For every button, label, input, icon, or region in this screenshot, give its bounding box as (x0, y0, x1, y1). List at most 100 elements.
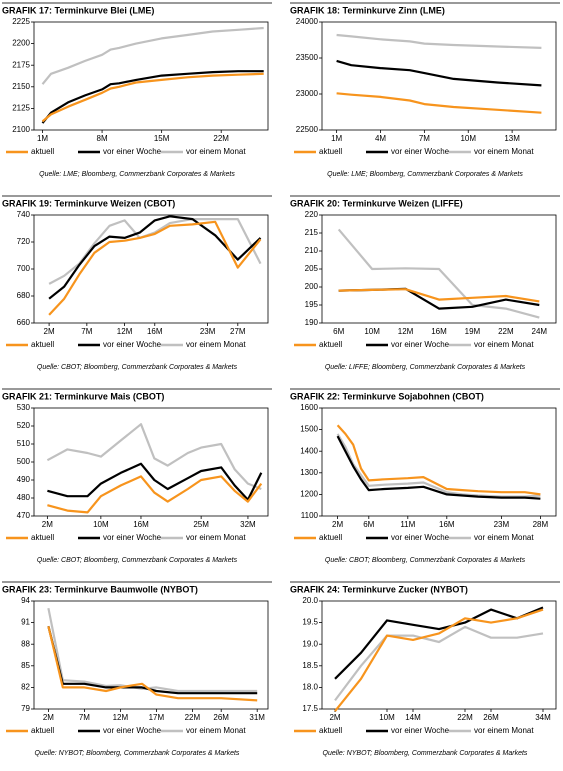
x-tick-label: 2M (44, 327, 55, 336)
x-tick-label: 24M (532, 327, 548, 336)
y-tick-label: 82 (21, 683, 30, 692)
series-line (47, 625, 258, 702)
legend-label: vor einem Monat (186, 533, 246, 542)
y-tick-label: 24000 (296, 17, 319, 26)
y-tick-label: 220 (305, 210, 319, 219)
x-tick-label: 10M (379, 713, 395, 722)
y-tick-label: 1200 (300, 490, 318, 499)
plot-area (33, 21, 269, 131)
x-tick-label: 14M (405, 713, 421, 722)
legend-label: vor einem Monat (474, 533, 534, 542)
x-tick-label: 2M (332, 520, 343, 529)
source-note: Quelle: LME; Bloomberg, Commerzbank Corp… (39, 171, 235, 178)
x-tick-label: 22M (498, 327, 514, 336)
x-tick-label: 10M (364, 327, 380, 336)
x-tick-label: 15M (154, 134, 170, 143)
legend-label: vor einer Woche (103, 726, 162, 735)
y-tick-label: 215 (305, 228, 319, 237)
legend-label: aktuell (319, 726, 342, 735)
x-tick-label: 12M (117, 327, 133, 336)
legend-label: aktuell (31, 147, 54, 156)
source-note: Quelle: NYBOT; Bloomberg, Commerzbank Co… (35, 750, 240, 757)
x-tick-label: 7M (79, 713, 90, 722)
y-tick-label: 94 (21, 596, 30, 605)
y-tick-label: 23000 (296, 89, 319, 98)
x-tick-label: 22M (457, 713, 473, 722)
legend-label: vor einem Monat (186, 340, 246, 349)
y-tick-label: 740 (17, 210, 31, 219)
x-tick-label: 2M (329, 713, 340, 722)
series-line (48, 220, 262, 316)
plot-area (33, 214, 269, 324)
series-line (336, 92, 542, 114)
x-tick-label: 16M (431, 327, 447, 336)
y-tick-label: 18.5 (302, 661, 318, 670)
y-tick-label: 2125 (12, 104, 30, 113)
chart-title: GRAFIK 18: Terminkurve Zinn (LME) (290, 5, 445, 15)
y-tick-label: 490 (17, 475, 31, 484)
source-note: Quelle: CBOT; Bloomberg, Commerzbank Cor… (37, 364, 238, 371)
legend-label: vor einem Monat (474, 340, 534, 349)
x-tick-label: 1M (37, 134, 48, 143)
legend-label: vor einer Woche (391, 147, 450, 156)
y-tick-label: 19.5 (302, 618, 318, 627)
x-tick-label: 16M (147, 327, 163, 336)
y-tick-label: 720 (17, 237, 31, 246)
x-tick-label: 17M (149, 713, 165, 722)
y-tick-label: 1500 (300, 425, 318, 434)
x-tick-label: 22M (185, 713, 201, 722)
x-tick-label: 27M (230, 327, 246, 336)
legend-label: aktuell (319, 340, 342, 349)
x-tick-label: 2M (42, 520, 53, 529)
y-tick-label: 680 (17, 291, 31, 300)
x-tick-label: 10M (93, 520, 109, 529)
y-tick-label: 2100 (12, 125, 30, 134)
series-line (336, 59, 542, 87)
y-tick-label: 1600 (300, 403, 318, 412)
x-tick-label: 2M (43, 713, 54, 722)
legend-label: vor einem Monat (474, 726, 534, 735)
y-tick-label: 1100 (301, 511, 319, 520)
legend-label: aktuell (319, 533, 342, 542)
y-tick-label: 470 (17, 511, 31, 520)
y-tick-label: 195 (305, 300, 319, 309)
legend-label: aktuell (319, 147, 342, 156)
series-line (41, 26, 264, 85)
y-tick-label: 500 (17, 457, 31, 466)
y-tick-label: 200 (305, 282, 319, 291)
y-tick-label: 85 (21, 661, 30, 670)
series-line (334, 608, 544, 712)
series-line (47, 625, 258, 695)
chart-title: GRAFIK 17: Terminkurve Blei (LME) (2, 5, 154, 15)
series-line (334, 625, 544, 702)
y-tick-label: 2225 (12, 17, 30, 26)
y-tick-label: 19.0 (302, 639, 318, 648)
chart-title: GRAFIK 21: Terminkurve Mais (CBOT) (2, 391, 164, 401)
chart-title: GRAFIK 20: Terminkurve Weizen (LIFFE) (290, 198, 463, 208)
y-tick-label: 190 (305, 318, 319, 327)
y-tick-label: 480 (17, 493, 31, 502)
x-tick-label: 4M (375, 134, 386, 143)
x-tick-label: 19M (465, 327, 481, 336)
x-tick-label: 12M (398, 327, 414, 336)
x-tick-label: 16M (133, 520, 149, 529)
chart-title: GRAFIK 19: Terminkurve Weizen (CBOT) (2, 198, 175, 208)
x-tick-label: 25M (193, 520, 209, 529)
x-tick-label: 34M (535, 713, 551, 722)
legend-label: vor einem Monat (186, 147, 246, 156)
series-line (336, 33, 542, 49)
legend-label: aktuell (31, 726, 54, 735)
x-tick-label: 26M (213, 713, 229, 722)
y-tick-label: 1400 (300, 446, 318, 455)
x-tick-label: 12M (113, 713, 129, 722)
x-tick-label: 32M (240, 520, 256, 529)
x-tick-label: 22M (213, 134, 229, 143)
plot-area (33, 407, 269, 517)
source-note: Quelle: LIFFE; Bloomberg, Commerzbank Co… (325, 364, 526, 371)
y-tick-label: 23500 (296, 53, 319, 62)
y-tick-label: 510 (17, 439, 31, 448)
series-line (336, 435, 541, 500)
legend-label: aktuell (31, 340, 54, 349)
legend-label: vor einer Woche (103, 533, 162, 542)
x-tick-label: 28M (533, 520, 549, 529)
